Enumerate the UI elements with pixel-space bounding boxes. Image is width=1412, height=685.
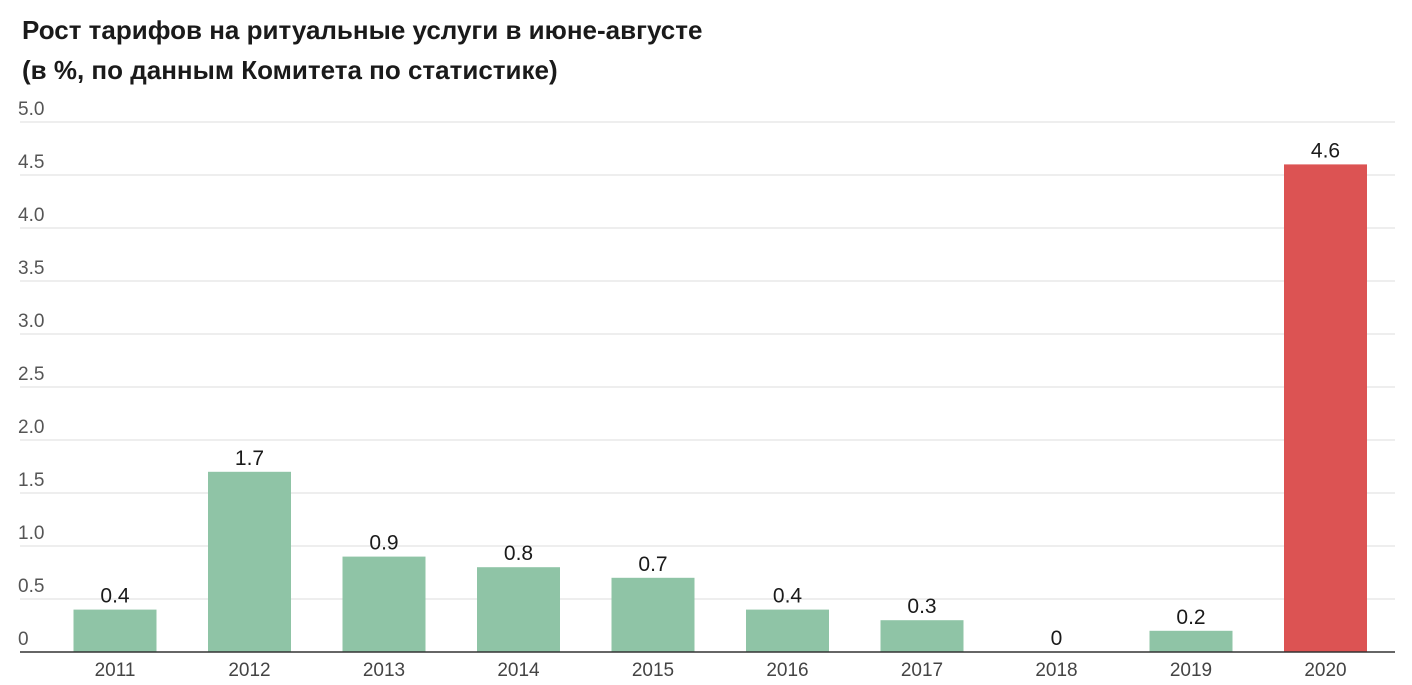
data-label: 0.7: [638, 553, 667, 576]
data-label: 0.3: [907, 595, 936, 618]
x-tick-label: 2016: [766, 660, 808, 681]
bar: [477, 567, 560, 652]
bar: [611, 577, 695, 652]
chart-title: Рост тарифов на ритуальные услуги в июне…: [22, 15, 703, 45]
y-tick-label: 0.5: [18, 576, 44, 597]
x-tick-label: 2018: [1035, 660, 1077, 681]
x-tick-label: 2012: [228, 660, 270, 681]
x-tick-label: 2019: [1170, 660, 1212, 681]
data-label: 1.7: [235, 447, 264, 470]
data-label: 4.6: [1311, 139, 1340, 162]
bar: [880, 620, 964, 652]
data-label: 0.8: [504, 542, 533, 565]
bar: [73, 609, 157, 652]
y-tick-label: 1.0: [18, 523, 44, 544]
x-tick-label: 2020: [1304, 660, 1346, 681]
bar: [208, 471, 291, 652]
data-label: 0.9: [369, 532, 398, 555]
y-tick-label: 4.5: [18, 152, 44, 173]
bar: [1149, 630, 1233, 652]
y-tick-label: 0: [18, 629, 29, 650]
y-tick-label: 2.5: [18, 364, 44, 385]
bar: [1284, 164, 1367, 652]
y-tick-label: 3.5: [18, 258, 44, 279]
x-tick-label: 2015: [632, 660, 674, 681]
x-tick-label: 2014: [497, 660, 540, 681]
y-tick-label: 1.5: [18, 470, 44, 491]
x-tick-label: 2011: [95, 660, 136, 681]
chart-title-block: Рост тарифов на ритуальные услуги в июне…: [22, 10, 702, 90]
data-label: 0.2: [1176, 606, 1205, 629]
data-label: 0.4: [773, 585, 803, 608]
data-label: 0: [1051, 627, 1063, 650]
bar: [746, 609, 829, 652]
chart-subtitle: (в %, по данным Комитета по статистике): [22, 55, 558, 85]
y-tick-label: 4.0: [18, 205, 44, 226]
data-label: 0.4: [100, 585, 130, 608]
x-tick-label: 2013: [363, 660, 405, 681]
y-tick-label: 5.0: [18, 99, 44, 120]
y-tick-label: 2.0: [18, 417, 44, 438]
x-tick-label: 2017: [901, 660, 943, 681]
bar: [342, 556, 426, 652]
y-tick-label: 3.0: [18, 311, 44, 332]
